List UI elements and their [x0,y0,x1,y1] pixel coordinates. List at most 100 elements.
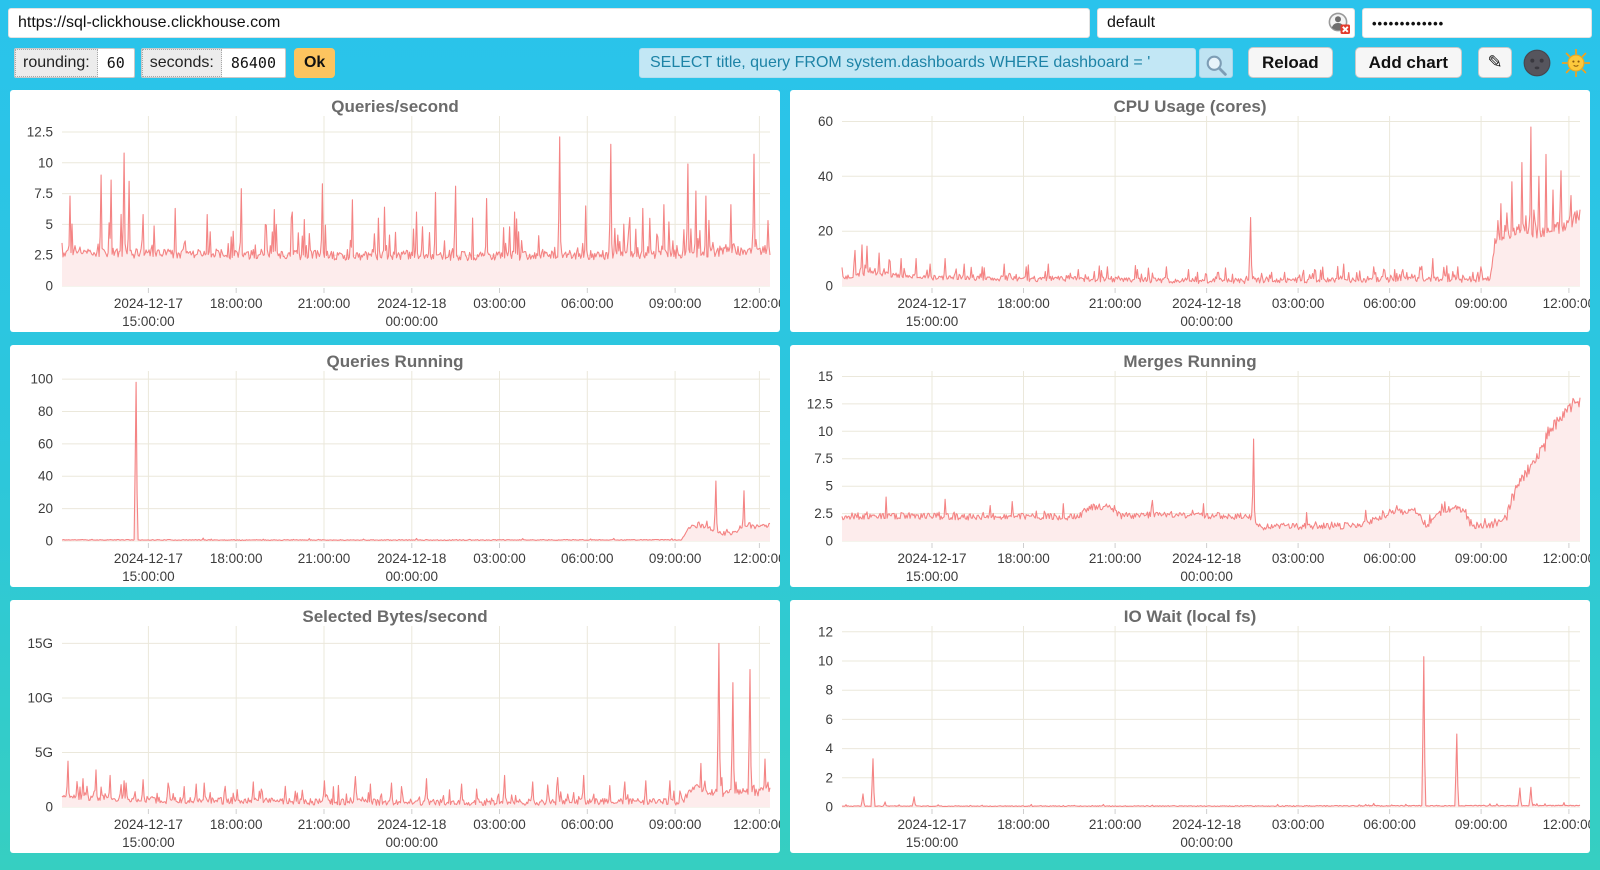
y-tick-label: 8 [825,683,833,698]
x-tick-label: 06:00:00 [561,817,614,832]
y-tick-label: 0 [45,800,53,815]
sun-face-icon [1561,48,1591,77]
ok-button[interactable]: Ok [293,47,336,78]
rounding-value[interactable]: 60 [106,53,125,72]
x-tick-label: 2024-12-17 [114,817,183,832]
dashboard-query-input[interactable] [638,47,1196,78]
x-tick-label: 18:00:00 [997,296,1050,311]
series-area [842,127,1580,286]
y-tick-label: 100 [30,372,53,387]
y-tick-label: 40 [818,169,833,184]
x-tick-label: 21:00:00 [1089,551,1142,566]
x-tick-label: 2024-12-17 [897,551,966,566]
chart-canvas[interactable]: 0 20 40 60 2024-12-17 15:00:00 18:00:00 21:00:0… [790,90,1590,332]
y-tick-label: 10 [818,654,833,669]
x-tick-marks [147,543,760,548]
y-tick-label: 20 [818,224,833,239]
chart-canvas[interactable]: 0 2.5 5 7.5 10 12.5 2024-12-17 15:00:00 18:00:00… [10,90,780,332]
seconds-label: seconds: [141,48,222,77]
x-tick-label: 00:00:00 [1180,314,1233,329]
chart-canvas[interactable]: 0 20 40 60 80 100 2024-12-17 15:00:00 18:00:00 21… [10,345,780,587]
password-input[interactable] [1362,8,1592,38]
x-tick-label: 03:00:00 [473,296,526,311]
y-tick-label: 4 [825,741,833,756]
y-tick-label: 10G [27,691,53,706]
x-tick-label: 00:00:00 [386,314,439,329]
password-manager-blocked-icon[interactable] [1327,11,1351,35]
chart-card-selected-bytes: Selected Bytes/second 0 5G 10G 15G 2024-12-1… [10,600,780,853]
x-tick-label: 18:00:00 [210,817,263,832]
y-tick-label: 5 [45,217,53,232]
x-tick-label: 09:00:00 [1455,296,1508,311]
seconds-value[interactable]: 86400 [230,53,276,72]
x-tick-label: 18:00:00 [997,817,1050,832]
x-tick-label: 21:00:00 [298,551,351,566]
series-line [841,656,1581,807]
series-area [62,136,770,286]
light-theme-toggle[interactable] [1561,48,1591,77]
x-tick-label: 09:00:00 [649,551,702,566]
rounding-field: rounding: 60 [14,47,135,78]
x-tick-label: 2024-12-17 [114,296,183,311]
x-tick-label: 15:00:00 [122,835,175,850]
chart-card-queries-per-second: Queries/second 0 2.5 5 7.5 10 12.5 2024-12-17 1… [10,90,780,332]
reload-button[interactable]: Reload [1247,47,1333,78]
y-tick-label: 60 [818,114,833,129]
series-line [61,381,771,541]
connection-bar [0,0,1600,38]
x-tick-label: 2024-12-18 [377,817,446,832]
x-tick-label: 15:00:00 [122,314,175,329]
y-tick-label: 7.5 [34,186,53,201]
chart-canvas[interactable]: 0 2.5 5 7.5 10 12.5 15 2024-12-17 15:00:00 18:00:… [790,345,1590,587]
y-tick-label: 0 [825,279,833,294]
y-tick-label: 2.5 [34,248,53,263]
series-area [842,656,1580,807]
user-input[interactable] [1097,8,1355,38]
x-tick-label: 21:00:00 [1089,817,1142,832]
y-tick-label: 2.5 [814,506,833,521]
x-tick-label: 12:00:00 [1543,817,1590,832]
x-tick-label: 00:00:00 [1180,569,1233,584]
run-query-button[interactable] [1198,47,1233,78]
x-tick-label: 00:00:00 [386,569,439,584]
x-tick-label: 12:00:00 [733,817,780,832]
series-line [841,397,1581,531]
add-chart-button[interactable]: Add chart [1354,47,1462,78]
edit-mode-button[interactable]: ✎ [1478,47,1512,78]
x-tick-label: 06:00:00 [1363,296,1416,311]
x-tick-label: 15:00:00 [906,835,959,850]
server-url-input[interactable] [8,8,1090,38]
x-tick-label: 06:00:00 [561,296,614,311]
y-tick-label: 12.5 [807,396,833,411]
chart-card-merges-running: Merges Running 0 2.5 5 7.5 10 12.5 15 2024-12-1… [790,345,1590,587]
x-tick-marks [931,543,1570,548]
x-tick-label: 15:00:00 [906,314,959,329]
y-tick-label: 12.5 [27,125,53,140]
x-tick-label: 03:00:00 [473,551,526,566]
rounding-label: rounding: [15,48,98,77]
x-tick-label: 2024-12-18 [377,551,446,566]
magnifier-icon [1206,55,1227,76]
x-tick-label: 03:00:00 [473,817,526,832]
series-line [61,136,771,262]
y-tick-label: 0 [825,534,833,549]
x-tick-label: 15:00:00 [122,569,175,584]
y-tick-label: 40 [38,469,53,484]
seconds-field: seconds: 86400 [140,47,286,78]
x-tick-label: 2024-12-18 [1172,817,1241,832]
x-tick-label: 09:00:00 [649,296,702,311]
y-tick-label: 60 [38,436,53,451]
chart-canvas[interactable]: 0 2 4 6 8 10 12 2024-12-17 15:00:00 18:00:00 21:00… [790,600,1590,853]
y-tick-label: 5 [825,479,833,494]
x-tick-label: 2024-12-18 [1172,551,1241,566]
x-tick-marks [931,288,1570,293]
y-tick-label: 5G [35,745,53,760]
x-tick-label: 03:00:00 [1272,551,1325,566]
x-tick-label: 12:00:00 [733,551,780,566]
x-tick-label: 09:00:00 [1455,817,1508,832]
chart-card-cpu-usage: CPU Usage (cores) 0 20 40 60 2024-12-17 15:00… [790,90,1590,332]
chart-canvas[interactable]: 0 5G 10G 15G 2024-12-17 15:00:00 18:00:00 21:00… [10,600,780,853]
dark-theme-toggle[interactable] [1523,49,1551,77]
x-tick-label: 2024-12-17 [897,817,966,832]
x-tick-label: 03:00:00 [1272,817,1325,832]
